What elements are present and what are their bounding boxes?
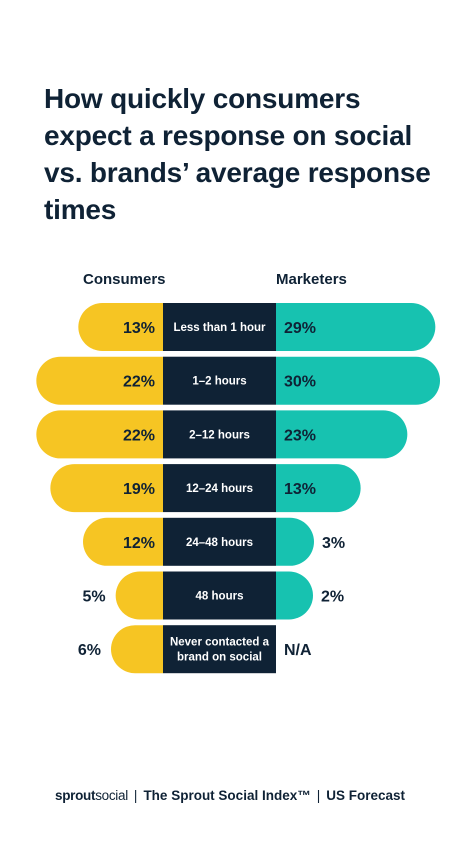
footer-index-name: The Sprout Social Index™ (143, 788, 310, 803)
category-label-3: 12–24 hours (186, 483, 253, 495)
marketers-value-3: 13% (284, 481, 316, 498)
category-label-2: 2–12 hours (189, 429, 250, 441)
category-label-4: 24–48 hours (186, 537, 253, 549)
footer-separator-1: | (134, 788, 138, 803)
consumers-value-5: 5% (83, 589, 106, 606)
consumers-value-2: 22% (123, 427, 155, 444)
marketers-value-6: N/A (284, 642, 312, 659)
marketers-value-1: 30% (284, 374, 316, 391)
category-box-6 (163, 625, 276, 673)
consumers-value-3: 19% (123, 481, 155, 498)
marketers-value-4: 3% (322, 535, 345, 552)
category-label-5: 48 hours (196, 591, 244, 603)
consumers-value-1: 22% (123, 374, 155, 391)
category-label-1: 1–2 hours (192, 376, 246, 388)
brand-logo-social: social (95, 788, 128, 803)
marketers-bar-4 (276, 518, 314, 566)
marketers-value-2: 23% (284, 427, 316, 444)
consumers-bar-5 (116, 572, 163, 620)
marketers-value-5: 2% (321, 589, 344, 606)
consumers-value-0: 13% (123, 320, 155, 337)
brand-logo-sprout: sprout (55, 788, 95, 803)
category-label-0: Less than 1 hour (173, 322, 266, 334)
consumers-value-4: 12% (123, 535, 155, 552)
marketers-value-0: 29% (284, 320, 316, 337)
footer: sproutsocial | The Sprout Social Index™ | US… (55, 788, 405, 803)
footer-separator-2: | (317, 788, 321, 803)
marketers-bar-5 (276, 572, 313, 620)
consumers-bar-6 (111, 625, 163, 673)
consumers-value-6: 6% (78, 642, 101, 659)
footer-region: US Forecast (326, 788, 405, 803)
